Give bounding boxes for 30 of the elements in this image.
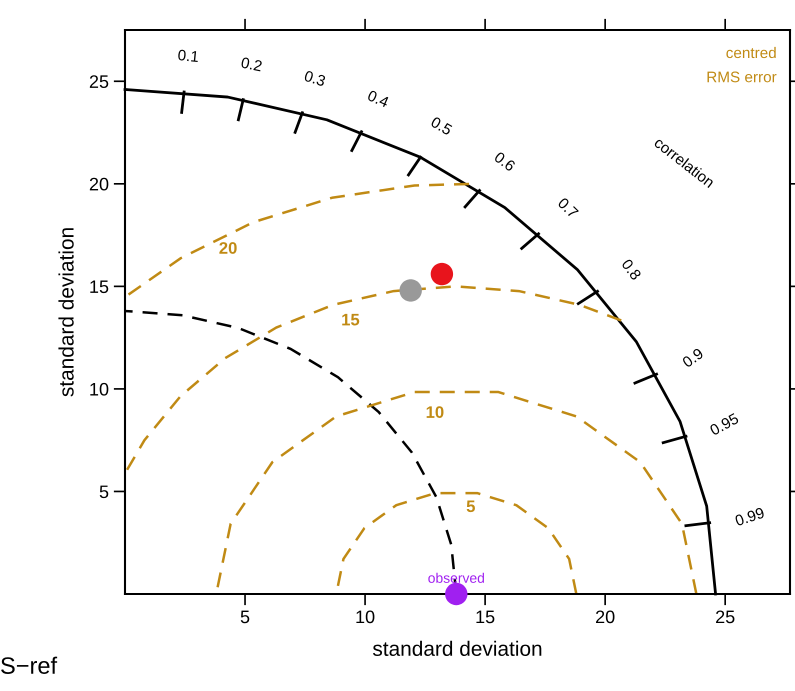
text: S−ref	[1, 656, 58, 674]
annotation: 0.2	[240, 56, 262, 72]
x-tick-label: 5	[240, 610, 250, 624]
annotation: 0.8	[621, 258, 642, 281]
annotation: 0.5	[430, 116, 453, 136]
annotation: 5	[466, 500, 475, 512]
x-tick-label: 10	[356, 610, 374, 624]
y-tick-label: 20	[90, 178, 108, 191]
y-tick-label: 5	[100, 486, 108, 498]
annotation: 0.7	[557, 196, 579, 219]
y-tick-label: 15	[90, 280, 108, 294]
annotation: 0.95	[709, 412, 740, 436]
x-tick-label: 15	[476, 610, 494, 624]
annotation: 0.1	[178, 49, 199, 62]
y-tick-label: 10	[90, 382, 108, 396]
annotation: centred RMS error	[708, 46, 776, 82]
annotation: 0.4	[366, 90, 390, 108]
x-tick-label: 20	[596, 610, 614, 624]
annotation: 10	[426, 406, 444, 418]
x-axis-title: standard deviation	[372, 640, 542, 656]
annotation: 0.6	[494, 151, 516, 172]
annotation: 20	[219, 242, 237, 254]
annotation: 0.3	[304, 70, 326, 87]
y-axis-title: standard deviation	[58, 228, 74, 397]
annotation: 15	[342, 314, 360, 326]
y-tick-label: 25	[90, 75, 108, 88]
series-label: observed	[428, 572, 484, 583]
x-tick-label: 25	[716, 610, 734, 624]
annotation: 0.9	[682, 348, 704, 368]
annotation: 0.99	[734, 507, 765, 526]
